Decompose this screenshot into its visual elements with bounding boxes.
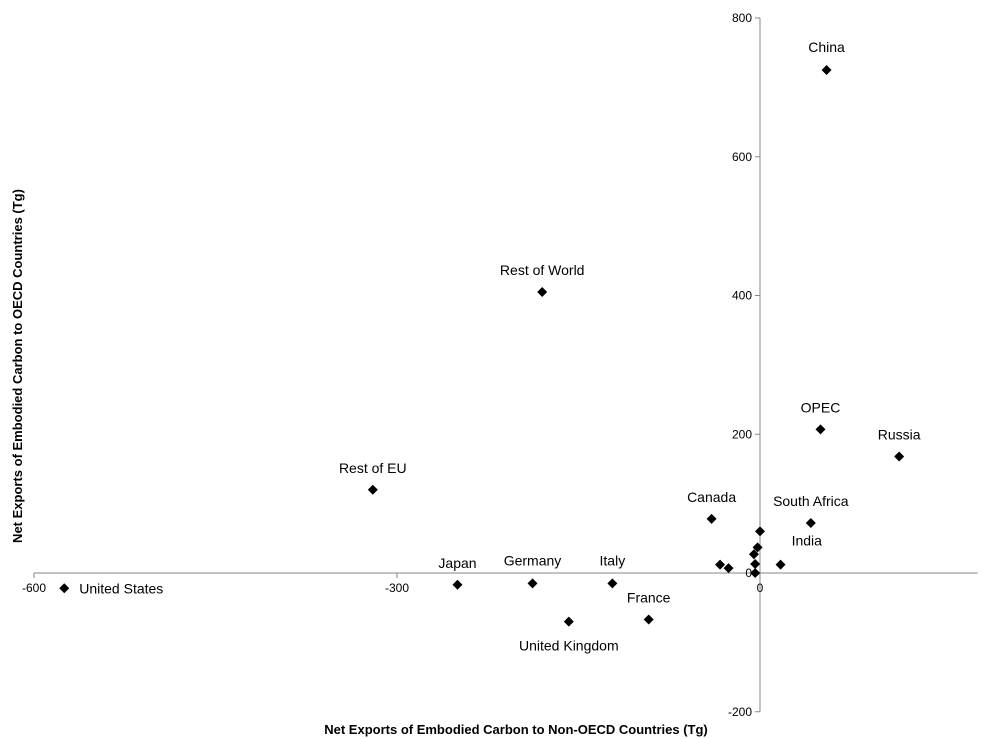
y-axis-title: Net Exports of Embodied Carbon to OECD C… — [10, 189, 25, 543]
data-point-label: South Africa — [773, 493, 849, 509]
x-tick-label: -300 — [385, 581, 409, 595]
data-point-marker — [815, 424, 826, 435]
data-point-marker — [452, 579, 463, 590]
y-tick-label: -200 — [728, 705, 752, 719]
data-point-marker — [821, 65, 832, 76]
data-point-label: Rest of World — [500, 262, 585, 278]
x-tick-label: 0 — [757, 581, 764, 595]
x-axis-title: Net Exports of Embodied Carbon to Non-OE… — [324, 722, 708, 737]
data-point-label: United States — [79, 580, 163, 596]
data-point-marker — [748, 549, 759, 560]
data-point-marker — [537, 287, 548, 298]
data-point-marker — [752, 542, 763, 553]
x-tick-label: -600 — [22, 581, 46, 595]
data-points — [59, 65, 905, 627]
data-point-marker — [775, 559, 786, 570]
data-point-marker — [367, 484, 378, 495]
data-point-marker — [723, 563, 734, 574]
data-point-marker — [750, 568, 761, 578]
data-point-marker — [750, 558, 761, 569]
y-tick-label: 200 — [732, 427, 752, 441]
data-point-label: Canada — [687, 489, 736, 505]
data-point-label: Germany — [504, 552, 562, 568]
y-tick-label: 800 — [732, 11, 752, 25]
data-point-marker — [563, 616, 574, 627]
data-point-label: OPEC — [801, 399, 841, 415]
y-tick-label: 0 — [745, 566, 752, 580]
point-labels: China Rest of World OPEC Russia Rest of EU Ca… — [79, 39, 921, 654]
data-point-marker — [527, 578, 538, 589]
data-point-label: Russia — [878, 426, 921, 442]
data-point-marker — [715, 559, 726, 570]
data-point-label: United Kingdom — [519, 638, 619, 654]
data-point-marker — [706, 513, 717, 524]
data-point-marker — [59, 583, 70, 594]
data-point-label: China — [808, 39, 845, 55]
tick-group: -200 0 200 400 600 800 -600 -300 0 — [22, 11, 764, 719]
data-point-label: India — [792, 533, 823, 549]
data-point-marker — [607, 578, 618, 589]
data-point-marker — [643, 614, 654, 625]
data-point-marker — [894, 451, 905, 462]
y-tick-label: 600 — [732, 150, 752, 164]
data-point-label: France — [627, 589, 671, 605]
data-point-label: Japan — [438, 555, 476, 571]
y-tick-label: 400 — [732, 289, 752, 303]
data-point-label: Rest of EU — [339, 460, 407, 476]
data-point-label: Italy — [600, 552, 626, 568]
data-point-marker — [805, 518, 816, 529]
data-point-marker — [755, 526, 765, 537]
